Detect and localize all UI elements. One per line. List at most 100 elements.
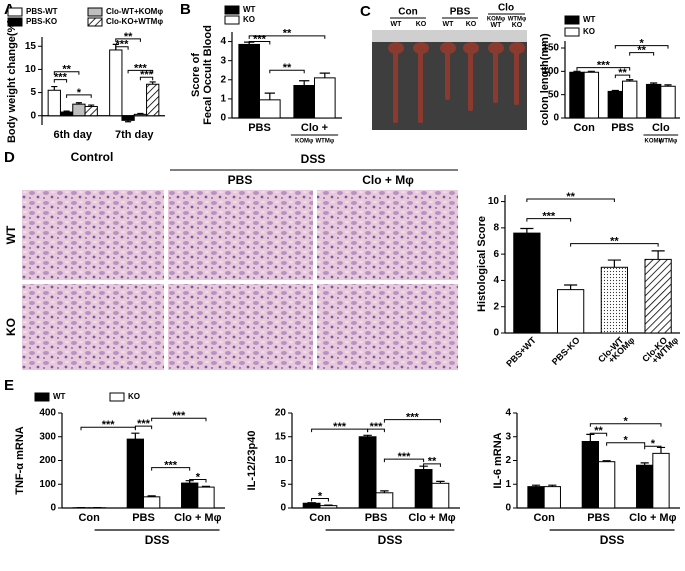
significance-label: *	[624, 435, 629, 447]
sub-label: WTMφ	[659, 139, 678, 145]
x-tick-label: Con	[309, 512, 331, 524]
y-tick-label: 8	[493, 222, 499, 233]
y-tick-label: 10	[488, 196, 500, 207]
significance-label: **	[283, 28, 292, 40]
significance-label: ***	[116, 39, 130, 51]
y-tick-label: 4	[493, 275, 499, 286]
error-bar	[63, 110, 70, 113]
error-bar	[664, 84, 672, 87]
panel-label: C	[360, 3, 371, 20]
significance-label: ***	[398, 451, 412, 463]
y-tick-label: 2	[505, 455, 511, 466]
histology-image	[317, 190, 458, 280]
bar	[581, 441, 600, 509]
legend-swatch	[224, 15, 240, 25]
significance-label: *	[196, 471, 201, 483]
significance-label: **	[124, 31, 133, 43]
bar	[133, 113, 148, 117]
y-tick-label: 4	[505, 408, 511, 419]
legend-label: Clo-KO+WTMφ	[106, 17, 163, 26]
legend-label: KO	[243, 15, 255, 24]
bar	[314, 77, 336, 119]
bar	[238, 43, 260, 119]
significance-label: ***	[164, 460, 178, 472]
y-axis-label: Score of	[190, 53, 202, 97]
sub-label: WTMφ	[508, 17, 527, 23]
bar	[143, 496, 161, 509]
legend-label: PBS-WT	[26, 7, 58, 16]
significance-label: *	[318, 490, 323, 502]
bar	[181, 482, 199, 509]
significance-bracket	[189, 479, 207, 483]
photo-d: D Control DSS PBS Clo + Mφ WT KO	[4, 149, 458, 370]
x-tick-label: Clo + Mφ	[629, 512, 676, 524]
error-bar	[602, 460, 611, 462]
significance-bracket	[311, 498, 329, 502]
bar	[543, 486, 561, 509]
significance-bracket	[570, 243, 659, 247]
y-tick-label: 10	[275, 455, 287, 466]
y-tick-label: 0	[280, 503, 286, 514]
legend-swatch	[109, 392, 125, 402]
sub-label: KOMφ	[295, 139, 314, 145]
significance-bracket	[115, 38, 141, 42]
significance-label: **	[610, 236, 619, 248]
x-tick-label: 7th day	[115, 129, 154, 141]
y-axis-label: Body weight change(%)	[6, 19, 18, 143]
y-axis-label: IL-12/23p40	[246, 431, 258, 491]
error-bar	[201, 485, 211, 488]
significance-label: **	[618, 67, 627, 79]
significance-label: ***	[54, 72, 68, 84]
x-tick-label: Clo	[652, 122, 670, 134]
bar	[607, 90, 623, 119]
significance-label: ***	[406, 412, 420, 424]
group-label: DSS	[378, 533, 403, 547]
bar	[600, 266, 628, 334]
column-label: Control	[71, 150, 114, 164]
histology-image	[168, 284, 313, 370]
legend-swatch	[564, 27, 580, 37]
bar	[598, 461, 616, 509]
bar	[652, 452, 670, 509]
treatment-label: DSS	[301, 152, 326, 166]
x-tick-label: PBS+WT	[504, 335, 538, 369]
x-tick-label: Con	[78, 512, 100, 524]
legend-swatch	[87, 7, 103, 17]
significance-bracket	[134, 425, 153, 430]
x-tick-label: Clo + Mφ	[174, 512, 221, 524]
significance-label: **	[428, 456, 437, 468]
significance-bracket	[576, 67, 631, 71]
sub-label: KOMφ	[644, 139, 663, 145]
strain-label: KO	[416, 21, 427, 28]
significance-bracket	[629, 52, 655, 56]
y-tick-label: 200	[39, 455, 56, 466]
significance-bracket	[589, 423, 662, 427]
significance-bracket	[115, 46, 129, 50]
bar	[358, 436, 377, 509]
bar	[527, 486, 545, 509]
significance-bracket	[614, 45, 669, 49]
significance-label: ***	[370, 421, 384, 433]
bar	[302, 502, 321, 509]
column-label: Clo + Mφ	[362, 173, 414, 187]
bar	[557, 289, 585, 334]
legend-swatch	[564, 15, 580, 25]
row-label: WT	[4, 225, 18, 244]
error-bar	[436, 480, 445, 484]
y-tick-label: 10	[25, 64, 37, 75]
significance-bracket	[423, 463, 441, 467]
error-bar	[299, 80, 310, 86]
x-tick-label: PBS	[587, 512, 610, 524]
significance-label: *	[651, 438, 656, 450]
error-bar	[626, 79, 634, 82]
error-bar	[147, 495, 156, 497]
panel-label: D	[4, 149, 15, 166]
colon-specimens	[388, 42, 525, 123]
significance-label: *	[624, 416, 629, 428]
y-tick-label: 1	[220, 94, 226, 105]
y-tick-label: 4	[220, 36, 226, 47]
x-tick-label: Con	[573, 122, 595, 134]
y-tick-label: 0	[553, 113, 559, 124]
x-tick-label: PBS	[611, 122, 634, 134]
bar	[59, 111, 74, 117]
